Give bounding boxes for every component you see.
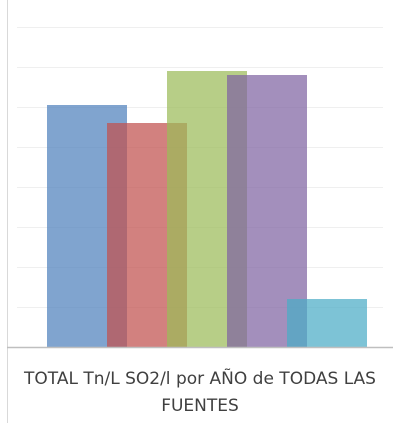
- x-tick-label: TOTAL Tn/L SO2/l por AÑO de TODAS LAS FU…: [24, 369, 376, 416]
- bar: [287, 299, 367, 347]
